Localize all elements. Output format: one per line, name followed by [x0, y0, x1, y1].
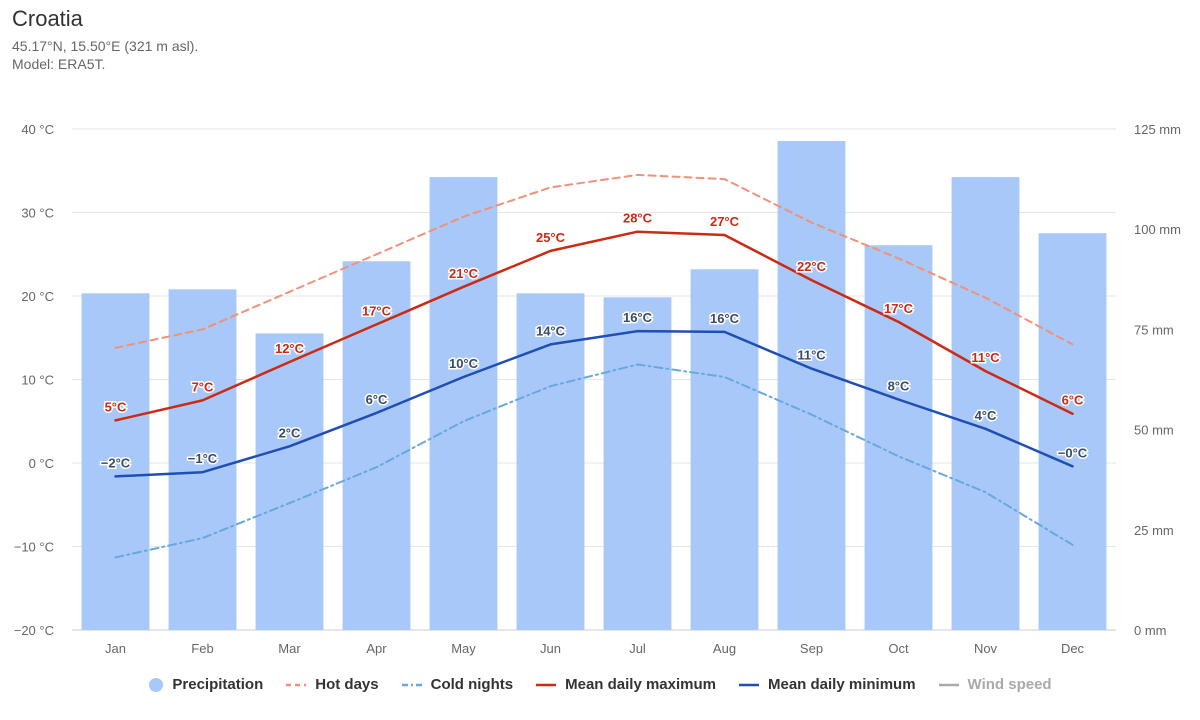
- y-left-tick-label: 0 °C: [29, 456, 54, 471]
- mean-min-data-label: 4°C: [975, 408, 997, 423]
- legend-label: Mean daily maximum: [565, 676, 716, 693]
- precipitation-bar: [168, 289, 237, 630]
- legend-label: Wind speed: [967, 676, 1052, 693]
- precipitation-bar: [342, 261, 411, 630]
- legend-label: Precipitation: [172, 676, 264, 693]
- model-label: Model: ERA5T.: [12, 56, 106, 72]
- mean-max-data-label: 5°C: [105, 399, 127, 414]
- precipitation-bar: [777, 141, 846, 631]
- mean-min-data-label: −2°C: [101, 455, 131, 470]
- x-tick-label: Mar: [278, 641, 301, 656]
- legend-label: Cold nights: [430, 676, 514, 693]
- x-tick-label: May: [451, 641, 476, 656]
- precipitation-bar: [951, 177, 1020, 630]
- mean-min-data-label: 14°C: [536, 323, 566, 338]
- legend-item-cold-nights[interactable]: Cold nights: [401, 676, 514, 693]
- legend-label: Mean daily minimum: [768, 676, 916, 693]
- x-tick-label: Oct: [888, 641, 909, 656]
- y-right-tick-label: 125 mm: [1134, 122, 1181, 137]
- x-tick-label: Dec: [1061, 641, 1085, 656]
- y-right-tick-label: 100 mm: [1134, 222, 1181, 237]
- legend-label: Hot days: [315, 676, 379, 693]
- mean-min-data-label: −1°C: [188, 451, 218, 466]
- mean-min-data-label: −0°C: [1058, 445, 1088, 460]
- mean-max-data-label: 27°C: [710, 214, 740, 229]
- mean-max-data-label: 11°C: [971, 350, 1000, 365]
- legend-item-mean-daily-maximum[interactable]: Mean daily maximum: [535, 676, 716, 693]
- y-left-tick-label: 40 °C: [21, 122, 54, 137]
- legend-item-wind-speed[interactable]: Wind speed: [938, 676, 1052, 693]
- mean-max-data-label: 17°C: [362, 303, 392, 318]
- hot-days-line: [114, 173, 1074, 349]
- legend-symbol-icon: [536, 683, 557, 686]
- mean-daily-min-line: [114, 329, 1074, 478]
- x-tick-label: Nov: [974, 641, 998, 656]
- y-left-tick-label: 20 °C: [21, 289, 54, 304]
- precipitation-bar: [690, 269, 759, 630]
- y-left-tick-label: −10 °C: [14, 540, 54, 555]
- mean-max-data-label: 28°C: [623, 211, 653, 226]
- mean-max-data-label: 6°C: [1062, 393, 1084, 408]
- mean-max-data-label: 21°C: [449, 266, 479, 281]
- climate-chart: 40 °C 30 °C 20 °C 10 °C 0 °C −10 °C −20 °C 125 …: [14, 122, 1181, 656]
- location-coordinates: 45.17°N, 15.50°E (321 m asl).: [12, 38, 199, 54]
- mean-min-data-label: 8°C: [888, 379, 910, 394]
- legend-symbol-icon: [149, 677, 164, 692]
- mean-min-data-label: 6°C: [366, 392, 388, 407]
- precipitation-bar: [516, 293, 585, 630]
- precipitation-bar: [864, 245, 933, 630]
- chart-title: Croatia: [12, 6, 83, 31]
- mean-min-data-label: 10°C: [449, 356, 479, 371]
- mean-min-data-label: 16°C: [623, 310, 653, 325]
- legend-item-mean-daily-minimum[interactable]: Mean daily minimum: [738, 676, 916, 693]
- precipitation-bar: [603, 297, 672, 630]
- x-tick-label: Aug: [713, 641, 736, 656]
- mean-daily-max-line: [114, 230, 1074, 422]
- cold-nights-line: [114, 363, 1074, 559]
- precipitation-bar: [81, 293, 150, 630]
- chart-subtitle: 45.17°N, 15.50°E (321 m asl). Model: ERA…: [12, 37, 198, 73]
- legend-item-hot-days[interactable]: Hot days: [285, 676, 379, 693]
- mean-min-data-label: 11°C: [797, 348, 826, 363]
- legend-symbol-icon: [401, 683, 422, 686]
- y-right-tick-label: 25 mm: [1134, 523, 1174, 538]
- y-right-tick-label: 75 mm: [1134, 322, 1174, 337]
- y-right-tick-label: 50 mm: [1134, 423, 1174, 438]
- mean-max-data-label: 7°C: [192, 379, 214, 394]
- mean-max-data-label: 25°C: [536, 230, 566, 245]
- precipitation-bar: [255, 333, 324, 630]
- legend-symbol-icon: [938, 683, 959, 686]
- y-right-tick-label: 0 mm: [1134, 623, 1167, 638]
- y-left-tick-label: 30 °C: [21, 206, 54, 221]
- x-tick-label: Jul: [629, 641, 646, 656]
- precipitation-bar: [429, 177, 498, 630]
- y-left-tick-label: 10 °C: [21, 373, 54, 388]
- chart-legend: Precipitation Hot days Cold nights Mean dai…: [0, 676, 1200, 693]
- legend-symbol-icon: [286, 683, 307, 686]
- x-tick-label: Apr: [366, 641, 387, 656]
- precipitation-bar: [1038, 233, 1107, 630]
- mean-max-data-label: 17°C: [884, 301, 914, 316]
- legend-symbol-icon: [739, 683, 759, 686]
- x-tick-label: Jun: [540, 641, 561, 656]
- mean-max-data-label: 12°C: [275, 341, 305, 356]
- mean-min-data-label: 2°C: [279, 425, 301, 440]
- mean-max-data-label: 22°C: [797, 259, 827, 274]
- mean-min-data-label: 16°C: [710, 311, 740, 326]
- y-left-tick-label: −20 °C: [14, 623, 54, 638]
- x-tick-label: Jan: [105, 641, 126, 656]
- x-tick-label: Feb: [191, 641, 213, 656]
- legend-item-precipitation[interactable]: Precipitation: [148, 676, 263, 693]
- x-tick-label: Sep: [800, 641, 823, 656]
